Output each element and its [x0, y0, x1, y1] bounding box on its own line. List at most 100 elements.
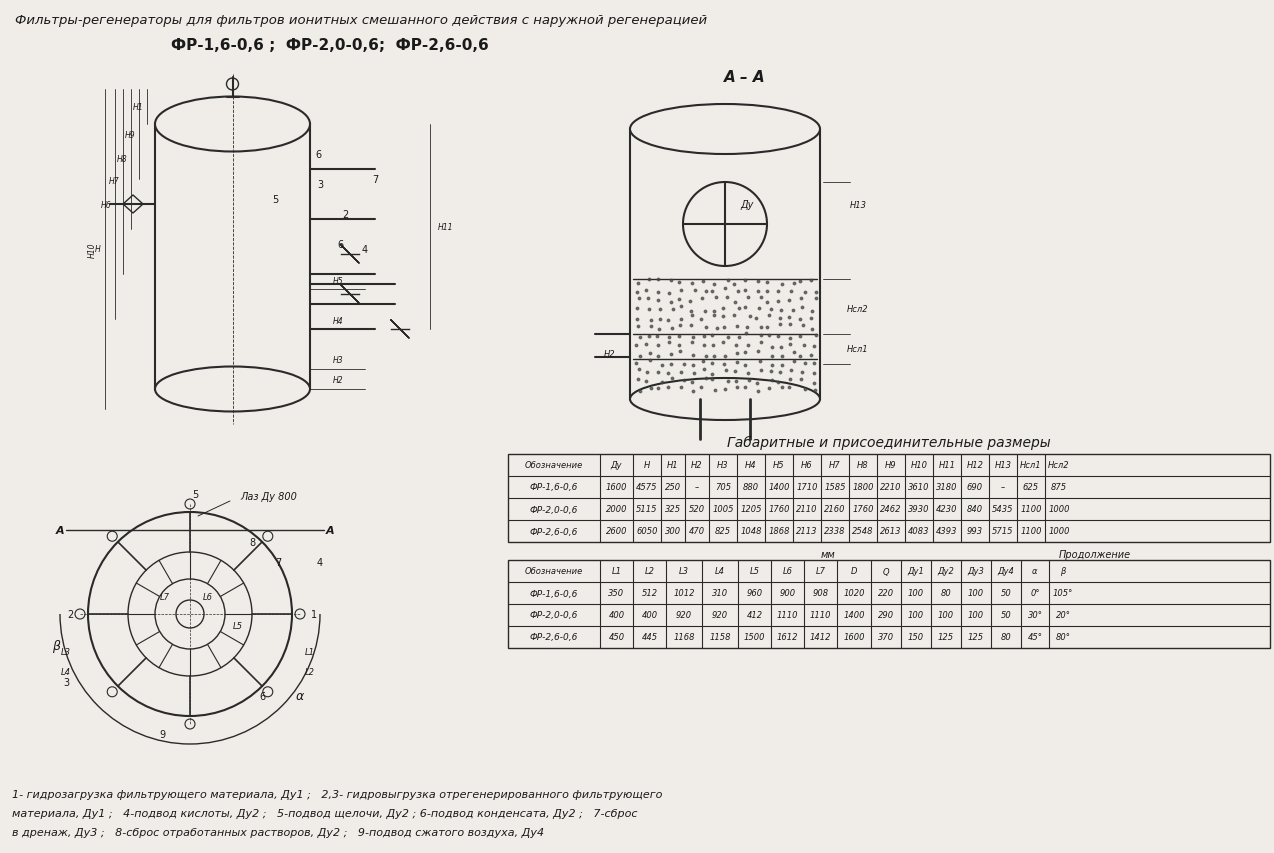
Text: 4: 4 [317, 557, 324, 567]
Text: Н4: Н4 [745, 461, 757, 470]
Text: 3930: 3930 [908, 505, 930, 514]
Bar [508, 455, 1270, 543]
Text: –: – [694, 483, 699, 492]
Text: 3180: 3180 [936, 483, 958, 492]
Text: 4575: 4575 [636, 483, 657, 492]
Text: 960: 960 [747, 589, 763, 598]
Text: 325: 325 [665, 505, 682, 514]
Text: Нсл1: Нсл1 [1020, 461, 1042, 470]
Text: 105°: 105° [1052, 589, 1073, 598]
Bar [508, 560, 1270, 648]
Text: Н7: Н7 [829, 461, 841, 470]
Text: 1110: 1110 [810, 611, 831, 620]
Text: 4230: 4230 [936, 505, 958, 514]
Ellipse shape [155, 367, 310, 412]
Text: 50: 50 [1000, 611, 1012, 620]
Text: Продолжение: Продолжение [1059, 549, 1131, 560]
Text: L2: L2 [645, 567, 655, 576]
Text: 9: 9 [159, 729, 166, 740]
Text: L2: L2 [304, 668, 315, 676]
Text: Н6: Н6 [801, 461, 813, 470]
Text: 100: 100 [908, 611, 924, 620]
Text: 8: 8 [248, 537, 255, 548]
Text: ФР-2,0-0,6: ФР-2,0-0,6 [530, 505, 578, 514]
Text: L7: L7 [815, 567, 826, 576]
Text: H8: H8 [116, 155, 127, 165]
Text: 470: 470 [689, 527, 705, 536]
Text: Н1: Н1 [668, 461, 679, 470]
Text: 920: 920 [676, 611, 692, 620]
Text: 1012: 1012 [673, 589, 694, 598]
Text: 80: 80 [1000, 633, 1012, 641]
Text: β: β [1060, 567, 1065, 576]
Text: 2113: 2113 [796, 527, 818, 536]
Ellipse shape [631, 105, 820, 154]
Text: H3: H3 [333, 356, 343, 365]
Text: 2: 2 [341, 210, 348, 220]
Text: 2110: 2110 [796, 505, 818, 514]
Text: 0°: 0° [1031, 589, 1040, 598]
Text: 840: 840 [967, 505, 984, 514]
Text: α: α [1032, 567, 1038, 576]
Text: 30°: 30° [1028, 611, 1042, 620]
Text: 1600: 1600 [843, 633, 865, 641]
Text: 6: 6 [336, 240, 343, 250]
Text: 1500: 1500 [744, 633, 766, 641]
Text: 1205: 1205 [740, 505, 762, 514]
Text: 2160: 2160 [824, 505, 846, 514]
Text: 1048: 1048 [740, 527, 762, 536]
Text: L6: L6 [782, 567, 792, 576]
Text: Н2: Н2 [692, 461, 703, 470]
Text: Н9: Н9 [885, 461, 897, 470]
Text: мм: мм [820, 549, 836, 560]
Text: ФР-2,6-0,6: ФР-2,6-0,6 [530, 633, 578, 641]
Text: 1710: 1710 [796, 483, 818, 492]
Text: 2000: 2000 [605, 505, 627, 514]
Text: 2600: 2600 [605, 527, 627, 536]
Text: 1000: 1000 [1049, 527, 1070, 536]
Text: H4: H4 [333, 316, 343, 325]
Text: Н5: Н5 [773, 461, 785, 470]
Text: 4393: 4393 [936, 527, 958, 536]
Text: 80: 80 [940, 589, 952, 598]
Text: 705: 705 [715, 483, 731, 492]
Text: Обозначение: Обозначение [525, 461, 583, 470]
Text: β: β [52, 640, 60, 653]
Text: 220: 220 [878, 589, 894, 598]
Text: 1585: 1585 [824, 483, 846, 492]
Text: 1400: 1400 [843, 611, 865, 620]
Text: 825: 825 [715, 527, 731, 536]
Text: L7: L7 [161, 592, 169, 601]
Text: Н13: Н13 [850, 200, 866, 209]
Text: 6: 6 [315, 150, 321, 160]
Text: 45°: 45° [1028, 633, 1042, 641]
Text: Н11: Н11 [939, 461, 956, 470]
Text: H2: H2 [333, 376, 343, 385]
Text: 1: 1 [311, 609, 317, 619]
Text: Лаз Ду 800: Лаз Ду 800 [240, 491, 297, 502]
Text: Н2: Н2 [604, 350, 615, 359]
Text: в дренаж, Ду3 ;   8-сброс отработанных растворов, Ду2 ;   9-подвод сжатого возду: в дренаж, Ду3 ; 8-сброс отработанных рас… [11, 827, 544, 837]
Text: 1868: 1868 [768, 527, 790, 536]
Text: D: D [851, 567, 857, 576]
Text: 2338: 2338 [824, 527, 846, 536]
Text: 1412: 1412 [810, 633, 831, 641]
Text: 6050: 6050 [636, 527, 657, 536]
Ellipse shape [631, 379, 820, 421]
Text: 1168: 1168 [673, 633, 694, 641]
Text: 350: 350 [609, 589, 624, 598]
Text: Обозначение: Обозначение [525, 567, 583, 576]
Text: А – А: А – А [724, 71, 766, 85]
Text: 80°: 80° [1055, 633, 1070, 641]
Text: 1020: 1020 [843, 589, 865, 598]
Text: 125: 125 [968, 633, 984, 641]
Text: 920: 920 [712, 611, 727, 620]
Text: Нсл1: Нсл1 [847, 345, 869, 354]
Text: 50: 50 [1000, 589, 1012, 598]
Text: 3: 3 [62, 677, 69, 688]
Text: А: А [326, 525, 334, 536]
Text: ФР-1,6-0,6: ФР-1,6-0,6 [530, 483, 578, 492]
Text: L1: L1 [612, 567, 622, 576]
Text: Габаритные и присоединительные размеры: Габаритные и присоединительные размеры [727, 435, 1051, 450]
Text: H7: H7 [108, 177, 118, 186]
